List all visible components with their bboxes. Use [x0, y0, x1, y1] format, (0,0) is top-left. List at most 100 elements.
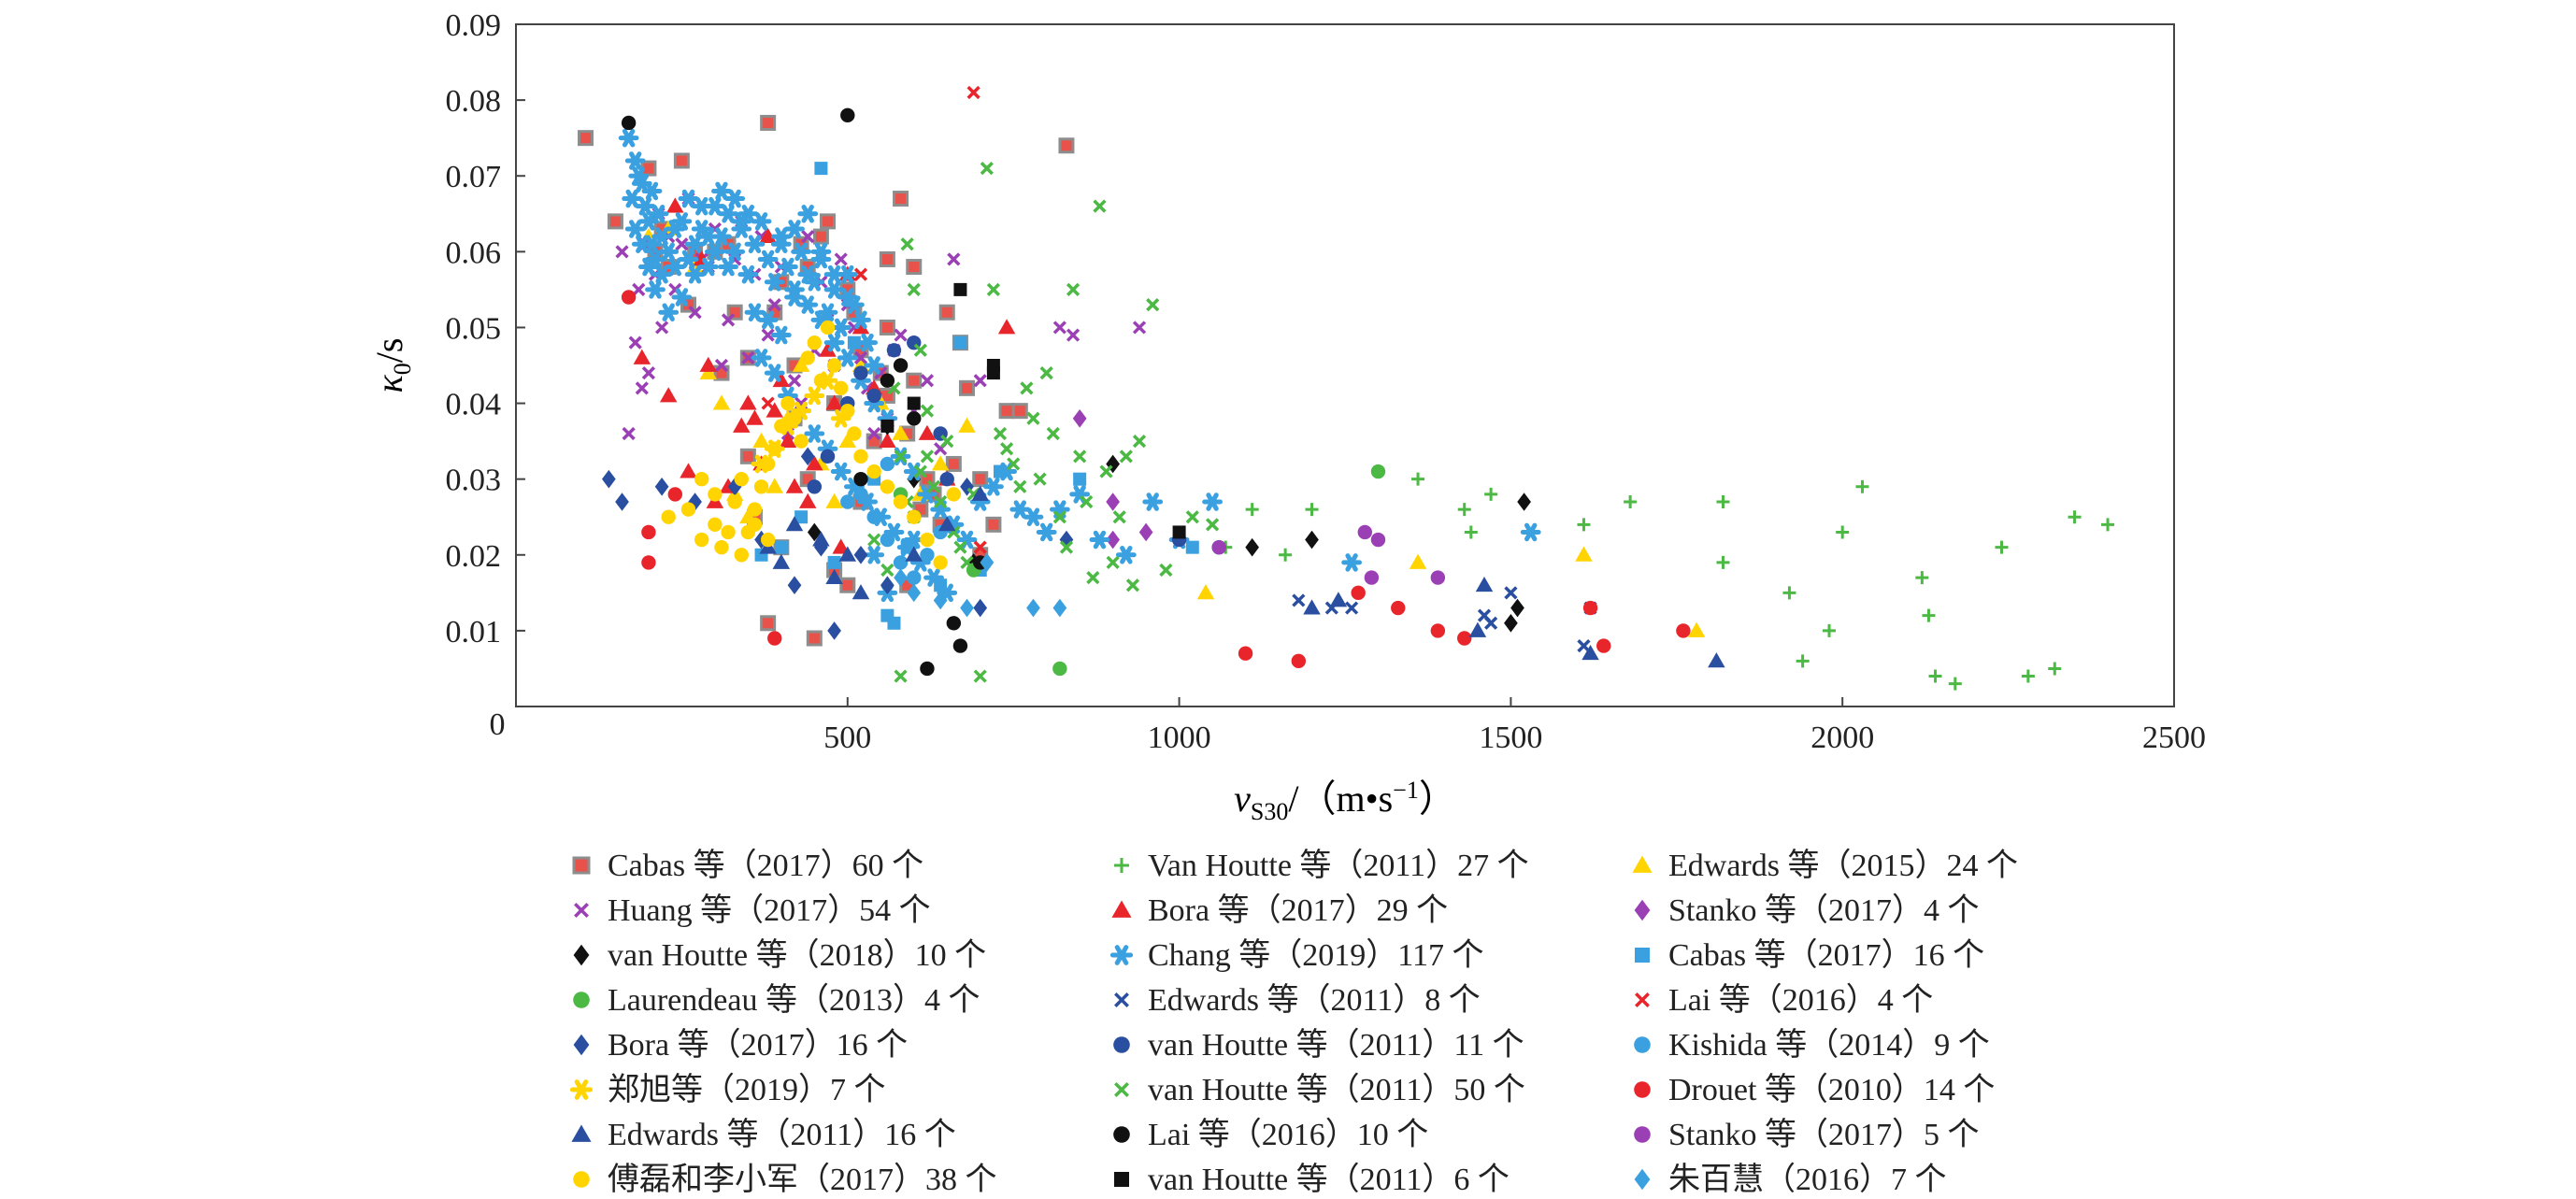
data-point [986, 366, 1000, 380]
data-point [999, 442, 1014, 456]
data-point [1020, 381, 1034, 395]
data-point [880, 563, 894, 578]
data-point [823, 333, 845, 352]
data-point [699, 364, 718, 380]
data-point [1205, 518, 1220, 532]
data-point-core [731, 248, 738, 256]
data-point [953, 335, 967, 350]
data-point-core [757, 218, 766, 225]
data-point-core [744, 209, 752, 218]
data-point [1080, 494, 1094, 509]
data-point [1036, 522, 1057, 542]
y-tick-label: 0.02 [446, 539, 502, 574]
data-point [825, 394, 843, 410]
data-point [806, 630, 823, 647]
data-point [774, 540, 788, 554]
y-tick-label: 0.03 [446, 464, 502, 498]
data-point [804, 424, 825, 443]
data-point-core [778, 240, 785, 249]
data-point-core [791, 225, 798, 233]
data-point-core [837, 323, 845, 332]
legend-marker [571, 1124, 592, 1142]
y-axis-unit: /s [368, 338, 410, 364]
data-point [1329, 592, 1348, 607]
data-point [907, 509, 922, 524]
data-point [1504, 613, 1518, 633]
data-point [1058, 137, 1075, 154]
legend-item: van Houtte 等（2011）50 个 [1114, 1072, 1525, 1107]
data-point [838, 546, 857, 562]
data-point [727, 494, 742, 509]
data-point [622, 426, 636, 441]
legend-item: Van Houtte 等（2011）27 个 [1114, 848, 1529, 883]
data-point [770, 325, 792, 345]
data-point [1411, 472, 1425, 486]
data-point [800, 447, 815, 466]
data-point [837, 288, 858, 307]
data-point [947, 252, 961, 266]
origin-label: 0 [490, 707, 506, 742]
data-point-core [864, 498, 871, 506]
data-point [724, 242, 746, 262]
data-point [607, 213, 623, 230]
data-point [853, 487, 868, 502]
data-point-core [770, 369, 779, 377]
series-1 [1219, 464, 2115, 691]
data-point [651, 227, 673, 246]
data-point [798, 492, 817, 508]
data-point-core [1526, 528, 1535, 536]
data-point [853, 545, 868, 564]
data-point [739, 448, 756, 464]
data-point [688, 306, 702, 320]
data-point [958, 417, 976, 433]
data-point [853, 350, 868, 365]
data-point [1581, 644, 1599, 661]
data-point-core [851, 482, 858, 491]
data-point [1115, 546, 1137, 564]
data-point [907, 282, 921, 297]
data-point [1066, 282, 1080, 297]
data-point [840, 494, 855, 509]
data-point [678, 250, 699, 269]
data-point [658, 303, 680, 321]
data-point [734, 471, 749, 487]
data-point-core [797, 248, 805, 256]
y-tick-label: 0.05 [446, 311, 502, 346]
data-point [2048, 662, 2062, 676]
legend-item: Stanko 等（2017）5 个 [1634, 1117, 1979, 1152]
data-point [741, 350, 755, 365]
data-point [641, 181, 663, 201]
data-point-core [705, 233, 712, 240]
data-point [635, 196, 656, 216]
x-axis-symbol: v [1234, 778, 1251, 820]
data-point [760, 615, 777, 632]
data-point [659, 387, 678, 403]
data-point [973, 374, 987, 388]
legend-label: van Houtte 等（2011）6 个 [1148, 1162, 1510, 1197]
data-point [851, 310, 871, 330]
data-point [678, 189, 699, 208]
data-point [1475, 576, 1494, 592]
data-point [983, 478, 1004, 496]
data-point [834, 252, 848, 266]
data-point [1196, 584, 1215, 600]
data-point [641, 365, 656, 380]
data-point [900, 540, 914, 554]
series-6 [807, 417, 1531, 633]
data-point-core [1042, 528, 1051, 536]
data-point [764, 273, 785, 292]
data-point-core [678, 293, 686, 301]
data-point [953, 282, 967, 296]
data-point [578, 130, 594, 147]
data-point [945, 455, 962, 472]
legend-marker [573, 944, 590, 966]
data-point [893, 191, 909, 207]
data-point [1782, 586, 1796, 600]
data-point [1484, 487, 1498, 501]
data-point [1430, 623, 1446, 638]
data-point-core [804, 270, 812, 278]
data-point [688, 492, 702, 511]
data-point [784, 220, 805, 238]
data-point [767, 297, 781, 312]
data-point [880, 419, 894, 433]
